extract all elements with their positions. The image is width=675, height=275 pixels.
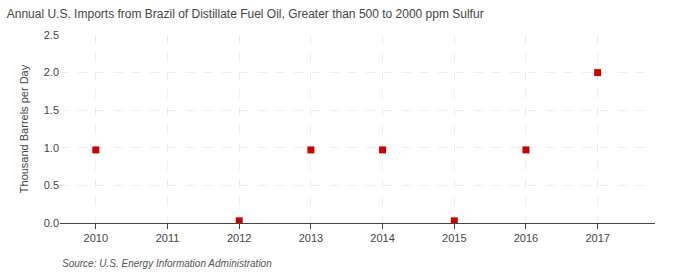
svg-text:Source: U.S. Energy Informatio: Source: U.S. Energy Information Administ… (62, 258, 272, 269)
svg-text:2014: 2014 (370, 232, 394, 244)
svg-text:2013: 2013 (299, 232, 323, 244)
svg-text:2010: 2010 (84, 232, 108, 244)
svg-text:2011: 2011 (156, 232, 180, 244)
svg-text:2.0: 2.0 (44, 66, 59, 78)
svg-text:2015: 2015 (442, 232, 466, 244)
svg-text:2.5: 2.5 (44, 29, 59, 41)
svg-text:Thousand Barrels per Day: Thousand Barrels per Day (18, 64, 30, 193)
svg-text:2012: 2012 (227, 232, 251, 244)
svg-text:0.0: 0.0 (44, 217, 59, 229)
svg-text:0.5: 0.5 (44, 179, 59, 191)
svg-text:1.5: 1.5 (44, 104, 59, 116)
svg-text:Annual U.S. Imports from Brazi: Annual U.S. Imports from Brazil of Disti… (7, 7, 484, 21)
svg-text:2016: 2016 (514, 232, 538, 244)
svg-text:1.0: 1.0 (44, 142, 59, 154)
svg-text:2017: 2017 (585, 232, 609, 244)
